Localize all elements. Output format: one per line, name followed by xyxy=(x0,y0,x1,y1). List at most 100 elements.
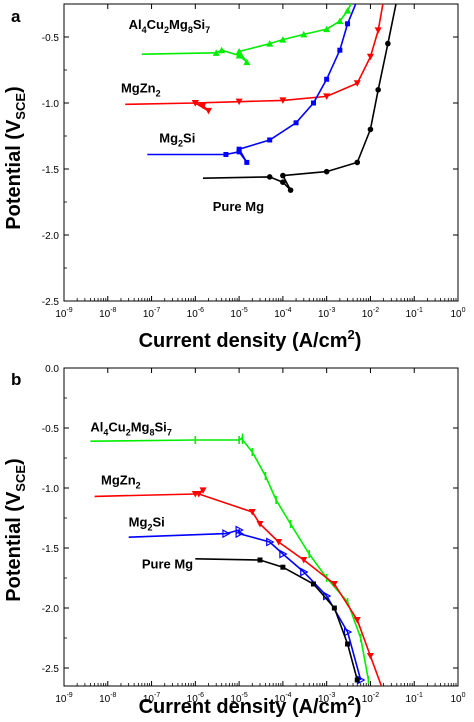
series-label-part: Si xyxy=(152,514,164,529)
series-label-part: Cu xyxy=(108,420,125,435)
data-point xyxy=(279,549,288,559)
x-tick-exp: -9 xyxy=(66,692,72,699)
series-3 xyxy=(202,4,397,193)
data-point xyxy=(353,80,361,87)
data-point xyxy=(223,151,229,157)
data-point xyxy=(280,179,286,185)
y-tick-label: 0.0 xyxy=(45,364,59,375)
x-axis-title-part: Current density (A/cm xyxy=(139,330,348,352)
series-label-part: Mg xyxy=(159,131,178,146)
series-label-part: 8 xyxy=(150,428,155,438)
x-tick-label: 10-6 xyxy=(187,692,204,705)
series-label-part: MgZn xyxy=(121,80,156,95)
data-point xyxy=(366,53,374,61)
data-point xyxy=(235,529,244,539)
data-point xyxy=(337,47,343,53)
panel-a: 10-9 10-8 10-7 10-6 10-5 10-4 10-3 10-2 10-1 100-… xyxy=(3,0,466,352)
x-tick-label: 10-2 xyxy=(362,692,379,705)
data-point xyxy=(267,137,273,143)
y-tick-label: -2.5 xyxy=(42,664,60,675)
data-point xyxy=(354,159,361,166)
x-axis-title-part: ) xyxy=(355,330,362,352)
series-label-part: 4 xyxy=(142,25,147,35)
data-point xyxy=(385,40,391,47)
x-tick-label: 10-9 xyxy=(55,307,72,320)
x-tick-label: 10-2 xyxy=(362,307,379,320)
data-point xyxy=(380,689,387,696)
x-tick-label: 10-6 xyxy=(187,307,204,320)
data-point xyxy=(235,98,243,106)
data-point xyxy=(380,0,387,4)
x-tick-base: 10 xyxy=(362,694,374,705)
x-tick-label: 10-5 xyxy=(230,307,247,320)
data-point xyxy=(199,102,207,110)
data-point xyxy=(280,564,286,570)
x-axis-title-part: Current density (A/cm xyxy=(139,696,348,718)
y-axis-title-part: Potential (V xyxy=(3,119,25,230)
x-axis-title: Current density (A/cm2) xyxy=(139,693,362,718)
x-tick-label: 10-7 xyxy=(143,692,160,705)
y-tick-label: -1.0 xyxy=(42,99,60,110)
x-tick-base: 10 xyxy=(318,309,330,320)
x-tick-base: 10 xyxy=(143,694,155,705)
x-tick-base: 10 xyxy=(55,309,67,320)
series-label: Pure Mg xyxy=(213,199,264,214)
series-label-part: 4 xyxy=(103,428,108,438)
series-label-part: Mg xyxy=(129,514,148,529)
series-label-part: 2 xyxy=(178,139,183,149)
x-tick-label: 100 xyxy=(450,692,465,705)
panel-letter: b xyxy=(11,370,21,389)
data-point xyxy=(235,51,243,59)
data-point xyxy=(266,537,275,547)
data-point xyxy=(256,521,264,528)
series-label: Pure Mg xyxy=(142,556,193,571)
series-label: MgZn2 xyxy=(121,80,161,98)
series-label: MgZn2 xyxy=(101,472,141,490)
data-point xyxy=(367,126,374,133)
plot-frame xyxy=(63,367,459,687)
data-point xyxy=(212,49,220,56)
x-tick-label: 100 xyxy=(450,307,465,320)
x-tick-base: 10 xyxy=(143,309,155,320)
data-point xyxy=(353,617,361,624)
x-tick-base: 10 xyxy=(99,694,111,705)
data-point xyxy=(324,76,330,82)
x-tick-base: 10 xyxy=(55,694,67,705)
x-tick-base: 10 xyxy=(318,694,330,705)
series-label-part: Cu xyxy=(147,17,164,32)
data-point xyxy=(343,627,353,637)
data-point xyxy=(310,581,316,587)
x-tick-exp: -5 xyxy=(242,307,248,314)
series-label-part: 2 xyxy=(126,428,131,438)
x-tick-label: 10-4 xyxy=(274,307,291,320)
x-tick-label: 10-4 xyxy=(274,692,291,705)
data-point xyxy=(248,509,256,516)
series-label-part: 2 xyxy=(164,25,169,35)
data-point xyxy=(345,21,351,27)
data-point xyxy=(344,7,352,14)
data-point xyxy=(266,174,273,180)
x-tick-exp: -6 xyxy=(198,692,204,699)
x-tick-exp: -5 xyxy=(242,692,248,699)
series-label-part: Mg xyxy=(131,420,150,435)
y-tick-label: -2.5 xyxy=(42,297,60,308)
series-label-part: 2 xyxy=(147,522,152,532)
data-point xyxy=(287,187,294,193)
x-tick-label: 10-1 xyxy=(406,692,423,705)
x-tick-exp: 0 xyxy=(462,307,466,314)
x-tick-base: 10 xyxy=(187,694,199,705)
data-point xyxy=(222,529,231,539)
data-point xyxy=(331,605,337,611)
series-label-part: 7 xyxy=(167,428,172,438)
x-tick-base: 10 xyxy=(230,309,242,320)
data-point xyxy=(330,581,338,588)
data-point xyxy=(375,87,381,93)
data-point xyxy=(293,120,299,126)
x-axis-title-part: 2 xyxy=(348,327,355,342)
x-tick-label: 10-3 xyxy=(318,307,335,320)
data-point xyxy=(236,149,242,155)
series-line xyxy=(202,4,397,191)
x-tick-exp: -2 xyxy=(373,307,379,314)
series-label-part: 2 xyxy=(156,88,161,98)
